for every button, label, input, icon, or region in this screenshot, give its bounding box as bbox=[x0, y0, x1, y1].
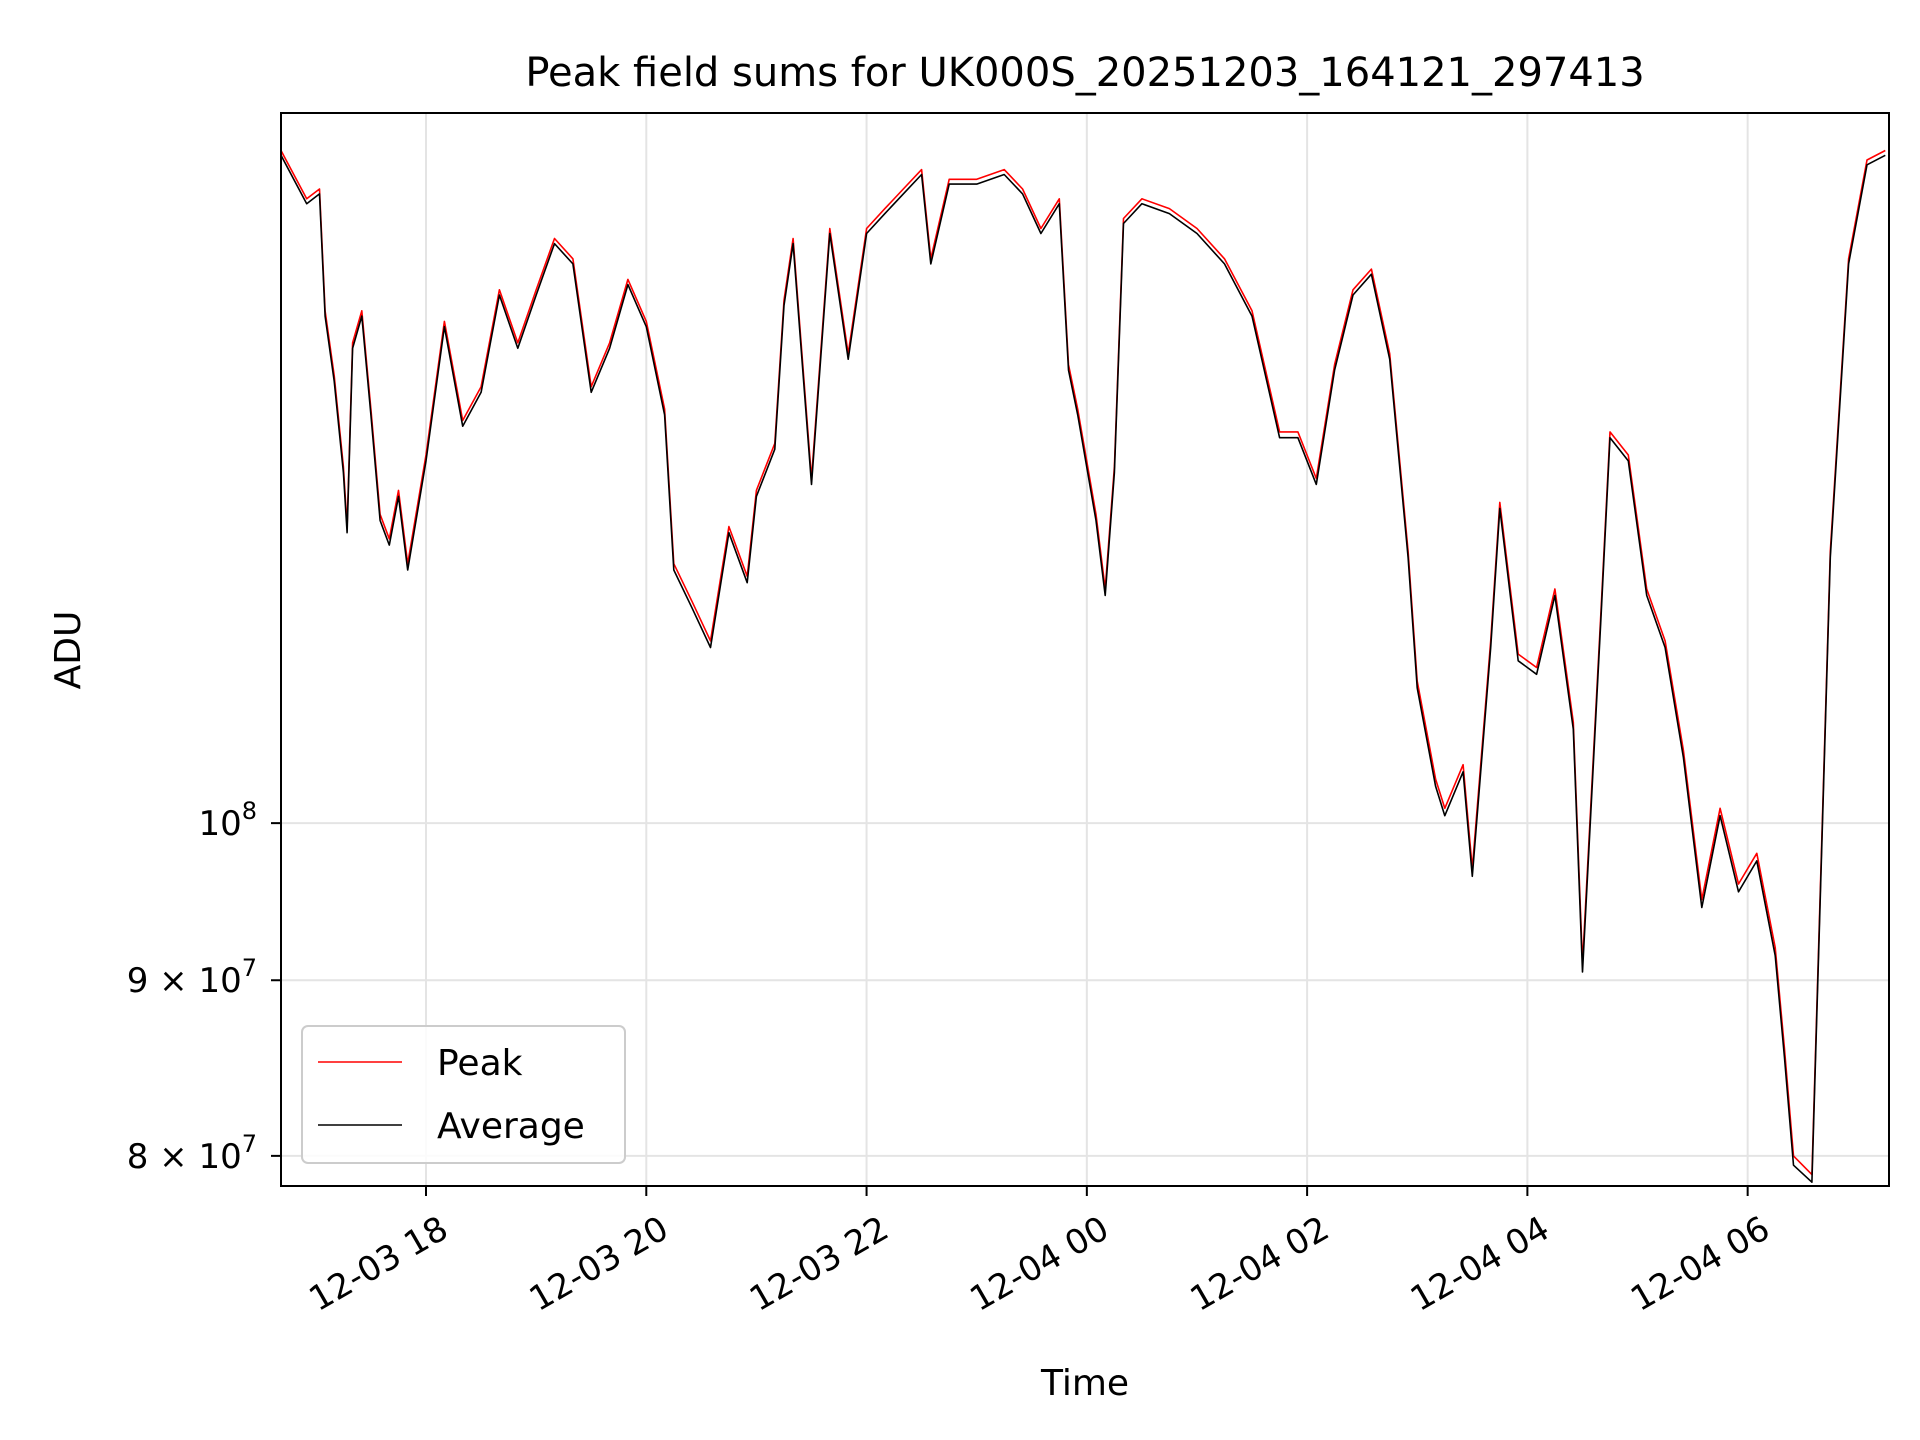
series-lines bbox=[281, 149, 1886, 1183]
chart-title: Peak field sums for UK000S_20251203_1641… bbox=[525, 50, 1644, 96]
plot-frame bbox=[280, 112, 1890, 1187]
grid-lines bbox=[281, 113, 1889, 1186]
legend-box bbox=[301, 1025, 626, 1164]
legend: Peak Average bbox=[301, 1025, 626, 1164]
y-tick-label: 9 × 107 bbox=[127, 954, 257, 1001]
legend-label-peak: Peak bbox=[437, 1043, 523, 1084]
y-axis-label: ADU bbox=[48, 611, 89, 690]
x-axis-label: Time bbox=[1040, 1363, 1129, 1404]
series-line-average bbox=[281, 154, 1886, 1183]
legend-label-average: Average bbox=[437, 1106, 585, 1147]
y-tick-label: 8 × 107 bbox=[127, 1130, 257, 1177]
